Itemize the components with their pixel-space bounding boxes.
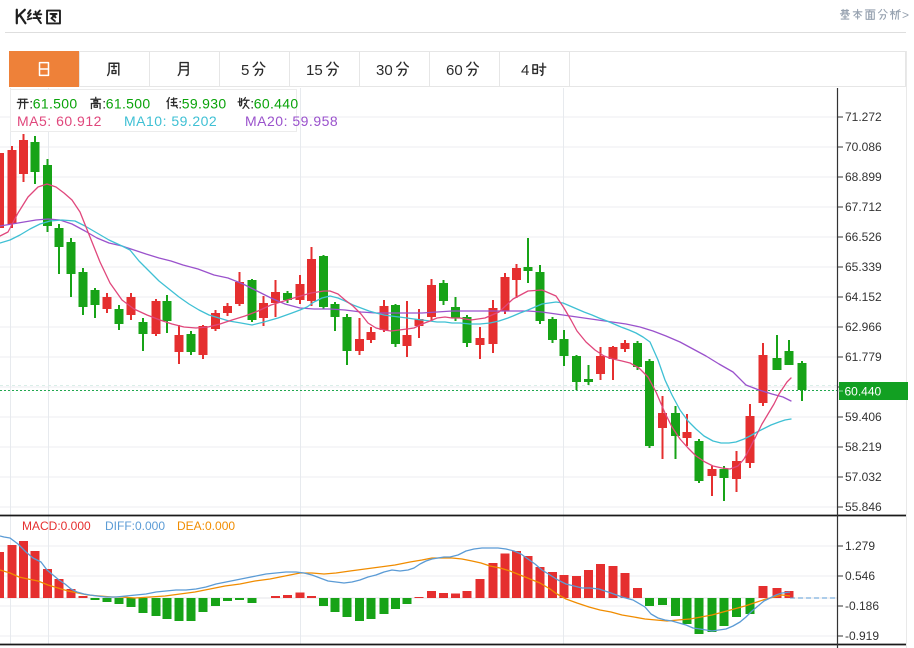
svg-text::: : bbox=[29, 96, 33, 112]
svg-text:-0.186: -0.186 bbox=[845, 599, 879, 613]
svg-text:66.526: 66.526 bbox=[845, 230, 882, 244]
svg-text:58.219: 58.219 bbox=[845, 440, 882, 454]
svg-text:61.500: 61.500 bbox=[33, 96, 78, 112]
svg-text:68.899: 68.899 bbox=[845, 170, 882, 184]
svg-text:60.440: 60.440 bbox=[845, 384, 882, 398]
svg-text:0.546: 0.546 bbox=[845, 569, 875, 583]
svg-text:DEA:0.000: DEA:0.000 bbox=[177, 519, 235, 533]
svg-text:67.712: 67.712 bbox=[845, 200, 882, 214]
svg-text:71.272: 71.272 bbox=[845, 110, 882, 124]
svg-text:60: 60 bbox=[446, 62, 463, 79]
svg-text:5: 5 bbox=[241, 62, 249, 79]
svg-text:59.930: 59.930 bbox=[182, 96, 227, 112]
svg-text:-0.919: -0.919 bbox=[845, 629, 879, 643]
svg-text:4: 4 bbox=[521, 62, 529, 79]
svg-text:1.279: 1.279 bbox=[845, 539, 875, 553]
svg-text:30: 30 bbox=[376, 62, 393, 79]
svg-text:60.440: 60.440 bbox=[254, 96, 299, 112]
svg-text:61.500: 61.500 bbox=[106, 96, 151, 112]
svg-text:DIFF:0.000: DIFF:0.000 bbox=[105, 519, 165, 533]
svg-text:MA10: 59.202: MA10: 59.202 bbox=[124, 113, 217, 129]
svg-text:MA5: 60.912: MA5: 60.912 bbox=[17, 113, 102, 129]
svg-text:64.152: 64.152 bbox=[845, 290, 882, 304]
svg-text:MACD:0.000: MACD:0.000 bbox=[22, 519, 91, 533]
svg-text:59.406: 59.406 bbox=[845, 410, 882, 424]
svg-text:57.032: 57.032 bbox=[845, 470, 882, 484]
svg-text:15: 15 bbox=[306, 62, 323, 79]
svg-text:55.846: 55.846 bbox=[845, 500, 882, 514]
svg-text:>: > bbox=[902, 8, 909, 22]
svg-text:62.966: 62.966 bbox=[845, 320, 882, 334]
svg-text:65.339: 65.339 bbox=[845, 260, 882, 274]
svg-text::: : bbox=[178, 96, 182, 112]
svg-text::: : bbox=[102, 96, 106, 112]
svg-text:70.086: 70.086 bbox=[845, 140, 882, 154]
svg-text:61.779: 61.779 bbox=[845, 350, 882, 364]
svg-text:MA20: 59.958: MA20: 59.958 bbox=[245, 113, 338, 129]
svg-text::: : bbox=[250, 96, 254, 112]
